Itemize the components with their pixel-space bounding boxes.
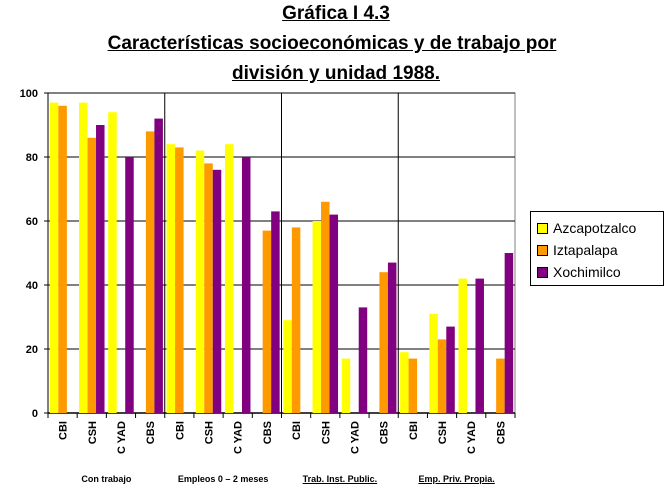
x-category-label: CBS [145, 421, 157, 444]
x-group-label: Con trabajo [81, 474, 132, 484]
bar-iztapalapa [175, 147, 184, 413]
bar-xochimilco [241, 157, 251, 413]
legend-label-xochimilco: Xochimilco [553, 264, 621, 280]
bar-azcapotzalco [108, 112, 117, 413]
x-category-label: CBS [379, 421, 391, 444]
bar-azcapotzalco [79, 102, 88, 413]
bar-azcapotzalco [195, 150, 205, 413]
bar-azcapotzalco [429, 313, 438, 413]
x-category-label: CBI [291, 421, 303, 440]
legend-label-azcapotzalco: Azcapotzalco [553, 220, 637, 236]
bar-xochimilco [446, 326, 455, 413]
bar-xochimilco [387, 262, 397, 413]
legend-label-iztapalapa: Iztapalapa [553, 242, 618, 258]
x-category-label: C YAD [466, 421, 478, 454]
bar-xochimilco [125, 157, 134, 413]
y-tick-label: 20 [26, 344, 38, 356]
x-category-label: CBI [58, 421, 70, 440]
bar-iztapalapa [87, 137, 97, 414]
bar-iztapalapa [408, 358, 418, 413]
x-group-label: Empleos 0 – 2 meses [177, 474, 269, 484]
bar-xochimilco [96, 125, 105, 413]
x-category-label: CSH [320, 421, 332, 444]
bar-azcapotzalco [458, 278, 467, 413]
bar-xochimilco [504, 253, 514, 413]
bar-iztapalapa [379, 272, 388, 413]
bar-iztapalapa [204, 163, 213, 413]
x-category-label: CBI [408, 421, 420, 440]
x-category-label: C YAD [116, 421, 128, 454]
chart-legend: Azcapotzalco Iztapalapa Xochimilco [530, 211, 664, 286]
x-category-label: CSH [437, 421, 449, 444]
bar-iztapalapa [145, 131, 155, 413]
bar-iztapalapa [321, 201, 330, 413]
x-category-label: C YAD [233, 421, 245, 454]
x-category-label: CBS [262, 421, 274, 444]
bar-xochimilco [358, 307, 368, 413]
bar-xochimilco [329, 214, 339, 413]
chart-title-line-1: Gráfica I 4.3 [282, 3, 390, 24]
legend-swatch-xochimilco [537, 266, 548, 278]
legend-swatch-iztapalapa [537, 244, 548, 256]
bar-xochimilco [475, 278, 484, 413]
y-tick-label: 100 [20, 88, 38, 100]
bar-xochimilco [271, 211, 280, 413]
bar-iztapalapa [291, 227, 301, 413]
legend-item-azcapotzalco: Azcapotzalco [537, 218, 636, 238]
y-tick-label: 80 [26, 152, 38, 164]
legend-swatch-azcapotzalco [537, 222, 548, 234]
bar-xochimilco [154, 118, 163, 413]
y-tick-label: 0 [32, 408, 38, 420]
bar-iztapalapa [262, 230, 272, 413]
bar-azcapotzalco [166, 144, 176, 413]
bar-azcapotzalco [283, 320, 292, 413]
y-tick-label: 60 [26, 216, 38, 228]
x-category-label: CBS [495, 421, 507, 444]
legend-item-iztapalapa: Iztapalapa [537, 240, 618, 260]
bar-azcapotzalco [341, 358, 351, 413]
chart-title-line-3: división y unidad 1988. [231, 63, 440, 84]
bar-azcapotzalco [49, 102, 59, 413]
legend-item-xochimilco: Xochimilco [537, 262, 621, 282]
bar-xochimilco [212, 169, 222, 413]
bar-azcapotzalco [224, 144, 234, 413]
x-group-label: Emp. Priv. Propia. [418, 474, 495, 484]
bar-azcapotzalco [312, 221, 322, 413]
y-tick-label: 40 [26, 280, 38, 292]
x-category-label: C YAD [349, 421, 361, 454]
x-category-label: CBI [174, 421, 186, 440]
bar-iztapalapa [437, 339, 447, 413]
x-category-label: CSH [204, 421, 216, 444]
chart-title-line-2: Características socioeconómicas y de tra… [107, 33, 557, 54]
bar-iztapalapa [58, 105, 67, 414]
bar-iztapalapa [496, 358, 505, 413]
bar-azcapotzalco [400, 352, 409, 413]
x-group-label: Trab. Inst. Public. [302, 474, 378, 484]
x-category-label: CSH [87, 421, 99, 444]
